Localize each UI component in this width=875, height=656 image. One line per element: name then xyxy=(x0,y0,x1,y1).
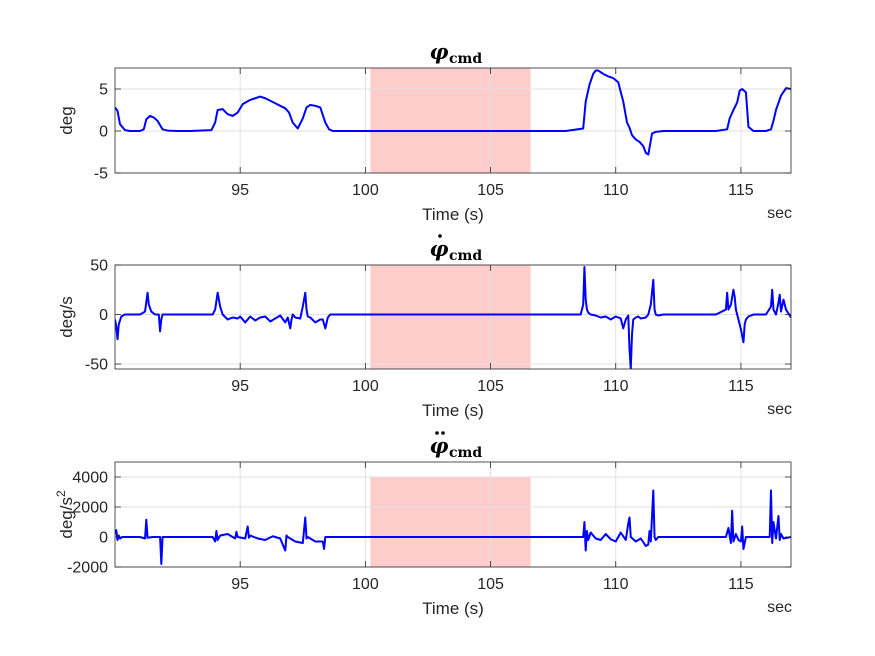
y-tick-label: -50 xyxy=(85,357,108,374)
title-symbol: φ xyxy=(429,39,448,64)
title-subscript: cmd xyxy=(449,248,482,264)
title-symbol: φ xyxy=(429,236,448,261)
highlight-region xyxy=(370,477,531,567)
y-tick-label: -2000 xyxy=(67,560,108,577)
title-subscript: cmd xyxy=(449,445,482,461)
y-tick-label: 5 xyxy=(99,82,108,99)
x-axis-label: Time (s) xyxy=(422,401,484,420)
x-unit-label: sec xyxy=(767,205,792,222)
x-tick-label: 105 xyxy=(477,576,504,593)
x-tick-label: 105 xyxy=(477,182,504,199)
axes-box xyxy=(114,461,792,568)
title-symbol: φ xyxy=(429,433,448,458)
y-axis-label: deg xyxy=(57,106,76,134)
y-axis-label: deg/s2 xyxy=(54,490,76,539)
axes-box xyxy=(114,67,792,174)
subplot-2: 95 100 105 110 115 -50 0 50 Time (s) sec deg/s φ cmd xyxy=(57,234,792,420)
y-tick-label: 4000 xyxy=(72,470,108,487)
data-line xyxy=(115,69,791,156)
title-subscript: cmd xyxy=(449,51,482,67)
x-tick-label: 115 xyxy=(728,378,754,395)
y-tick-label: 0 xyxy=(99,530,108,547)
highlight-region xyxy=(370,68,531,173)
y-axis-label-text: deg xyxy=(57,106,76,134)
chart-title: φ cmd xyxy=(429,39,482,67)
y-tick-label: 2000 xyxy=(72,500,108,517)
x-axis-label: Time (s) xyxy=(422,205,484,224)
y-axis-label-text: deg/s xyxy=(57,296,76,338)
y-axis-label: deg/s xyxy=(57,296,76,338)
x-tick-label: 110 xyxy=(603,182,629,199)
x-unit-label: sec xyxy=(767,599,792,616)
x-tick-label: 95 xyxy=(231,576,249,593)
x-tick-label: 100 xyxy=(352,576,379,593)
y-tick-label: -5 xyxy=(94,166,108,183)
x-tick-label: 95 xyxy=(231,378,249,395)
x-tick-label: 100 xyxy=(352,182,379,199)
title-dot xyxy=(441,431,445,435)
subplot-1: 95 100 105 110 115 -5 0 5 Time (s) sec deg φ cmd xyxy=(57,39,792,224)
data-line xyxy=(115,489,791,565)
chart-title: φ cmd xyxy=(429,234,482,264)
x-tick-label: 100 xyxy=(352,378,379,395)
x-tick-label: 110 xyxy=(603,378,629,395)
x-tick-label: 105 xyxy=(477,378,504,395)
subplot-3: 95 100 105 110 115 -2000 0 2000 4000 Time (s) sec d… xyxy=(54,431,792,618)
highlight-region xyxy=(370,265,531,369)
title-dot xyxy=(438,234,442,238)
axes-box xyxy=(114,264,792,370)
x-tick-label: 115 xyxy=(728,182,754,199)
y-tick-label: 0 xyxy=(99,307,108,324)
title-dot xyxy=(435,431,439,435)
data-line xyxy=(115,265,791,369)
x-tick-label: 115 xyxy=(728,576,754,593)
y-axis-label-superscript: 2 xyxy=(54,490,68,497)
x-axis-label: Time (s) xyxy=(422,599,484,618)
chart-title: φ cmd xyxy=(429,431,482,461)
x-tick-label: 95 xyxy=(231,182,249,199)
x-unit-label: sec xyxy=(767,401,792,418)
y-tick-label: 50 xyxy=(90,258,108,275)
x-tick-label: 110 xyxy=(603,576,629,593)
y-tick-label: 0 xyxy=(99,124,108,141)
y-axis-label-text: deg/s xyxy=(57,497,76,539)
